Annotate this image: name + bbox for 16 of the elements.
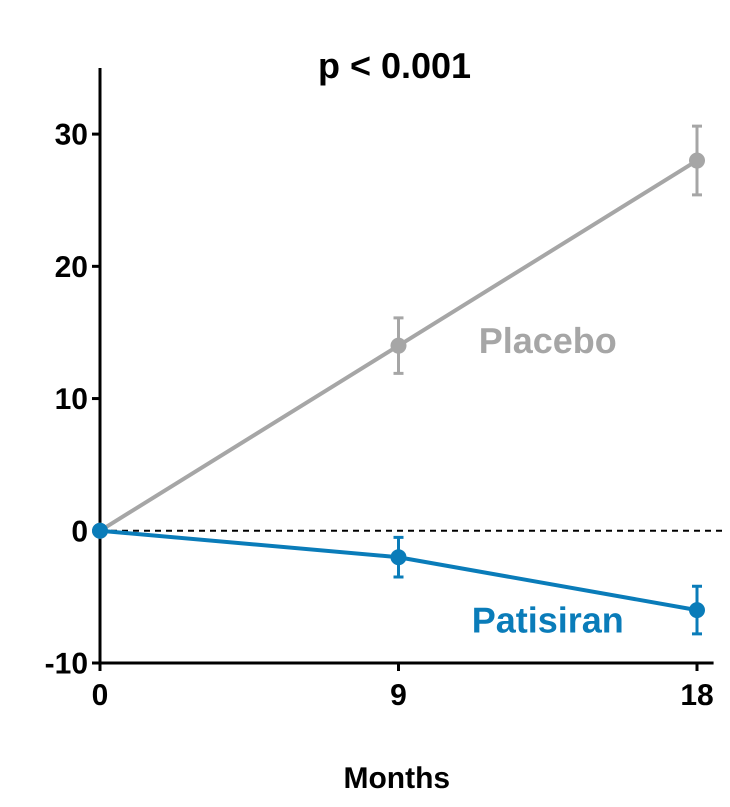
- series-label: Patisiran: [472, 600, 624, 641]
- point: [390, 549, 406, 566]
- y-tick-label: 10: [54, 383, 88, 416]
- y-tick-label: 0: [71, 515, 88, 548]
- x-tick-label: 9: [390, 679, 407, 712]
- x-axis-title: Months: [343, 762, 450, 795]
- y-tick-label: 20: [54, 250, 88, 284]
- point: [689, 602, 705, 618]
- y-tick-label: 30: [54, 118, 88, 152]
- x-tick-label: 18: [680, 679, 714, 712]
- series-label: Placebo: [478, 320, 617, 362]
- y-tick-label: -10: [44, 648, 88, 680]
- point: [689, 152, 705, 169]
- point: [390, 338, 406, 354]
- annotation: p < 0.001: [318, 45, 472, 86]
- x-tick-label: 0: [92, 679, 108, 712]
